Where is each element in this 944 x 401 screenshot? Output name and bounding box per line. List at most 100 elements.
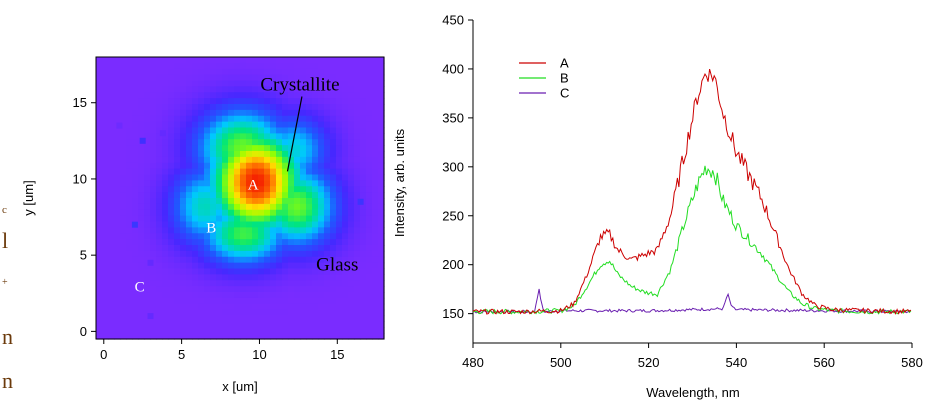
heatmap-cell [216, 62, 223, 70]
heatmap-cell [336, 256, 343, 264]
heatmap-cell [336, 145, 343, 152]
heatmap-cell [354, 151, 361, 158]
heatmap-cell [138, 168, 145, 176]
heatmap-cell [132, 180, 139, 187]
heatmap-cell [150, 268, 157, 275]
heatmap-cell [354, 321, 361, 328]
heatmap-cell [222, 86, 229, 93]
heatmap-cell [258, 133, 265, 140]
heatmap-cell [192, 297, 199, 305]
heatmap-cell [288, 262, 295, 270]
heatmap-cell [210, 121, 217, 129]
heatmap-cell [342, 109, 349, 117]
heatmap-cell [102, 156, 109, 164]
heatmap-cell [324, 303, 331, 311]
heatmap-cell [150, 245, 157, 252]
heatmap-cell [276, 109, 283, 117]
heatmap-cell [192, 268, 199, 275]
heatmap-cell [96, 280, 103, 287]
heatmap-cell [120, 303, 127, 311]
heatmap-cell [300, 151, 307, 158]
heatmap-cell [168, 221, 175, 228]
heatmap-cell [186, 109, 193, 117]
heatmap-cell [228, 121, 235, 129]
heatmap-cell [114, 262, 121, 270]
heatmap-cell [144, 57, 151, 64]
heatmap-cell [216, 186, 223, 193]
heatmap-cell [216, 57, 223, 64]
heatmap-cell [354, 280, 361, 287]
heatmap-cell [336, 127, 343, 134]
heatmap-cell [228, 198, 235, 205]
heatmap-cell [222, 62, 229, 70]
heatmap-cell [210, 104, 217, 111]
heatmap-cell [330, 180, 337, 187]
cropped-text-3: + [2, 277, 8, 288]
heatmap-cell [288, 57, 295, 64]
heatmap-cell [150, 262, 157, 270]
line-chart-y-tick-label: 200 [442, 257, 464, 272]
heatmap-cell [258, 104, 265, 111]
heatmap-cell [198, 198, 205, 205]
heatmap-cell [168, 62, 175, 70]
heatmap-cell [318, 186, 325, 193]
heatmap-cell [198, 292, 205, 299]
heatmap-cell [318, 151, 325, 158]
heatmap-cell [186, 68, 193, 76]
heatmap-cell [126, 315, 133, 322]
heatmap-cell [264, 203, 271, 211]
heatmap-cell [270, 333, 277, 340]
heatmap-cell [330, 245, 337, 252]
heatmap-cell [150, 86, 157, 93]
heatmap-cell [108, 245, 115, 252]
heatmap-cell [264, 256, 271, 264]
heatmap-cell [126, 239, 133, 246]
heatmap-cell [330, 115, 337, 123]
heatmap-cell [252, 68, 259, 76]
heatmap-cell [216, 262, 223, 270]
heatmap-cell [156, 309, 163, 317]
heatmap-cell [294, 303, 301, 311]
heatmap-cell [252, 245, 259, 252]
heatmap-cell [150, 145, 157, 152]
heatmap-cell [204, 309, 211, 317]
heatmap-cell [96, 239, 103, 246]
heatmap-cell [180, 174, 187, 181]
heatmap-cell [306, 98, 313, 105]
heatmap-cell [216, 286, 223, 293]
heatmap-cell [198, 192, 205, 199]
heatmap-cell [252, 192, 259, 199]
heatmap-cell [294, 245, 301, 252]
heatmap-cell [378, 233, 385, 240]
heatmap-cell [138, 133, 145, 140]
heatmap-cell [150, 192, 157, 199]
heatmap-cell [234, 303, 241, 311]
heatmap-cell [162, 115, 169, 123]
heatmap-cell [294, 333, 301, 340]
heatmap-cell [318, 127, 325, 134]
heatmap-cell [132, 86, 139, 93]
heatmap-cell [264, 57, 271, 64]
heatmap-cell [294, 227, 301, 234]
heatmap-cell [366, 245, 373, 252]
heatmap-cell [192, 168, 199, 176]
heatmap-cell [378, 192, 385, 199]
heatmap-cell [114, 327, 121, 334]
heatmap-cell [138, 92, 145, 99]
heatmap-cell [288, 109, 295, 117]
heatmap-cell [168, 256, 175, 264]
heatmap-cell [132, 333, 139, 340]
heatmap-cell [306, 57, 313, 64]
heatmap-cell [120, 256, 127, 264]
heatmap-cell [300, 127, 307, 134]
heatmap-cell [306, 145, 313, 152]
heatmap-cell [192, 68, 199, 76]
heatmap-cell [288, 186, 295, 193]
heatmap-cell [162, 292, 169, 299]
heatmap-cell [234, 104, 241, 111]
heatmap-cell [162, 239, 169, 246]
heatmap-cell [240, 80, 247, 87]
heatmap-cell [138, 221, 145, 228]
